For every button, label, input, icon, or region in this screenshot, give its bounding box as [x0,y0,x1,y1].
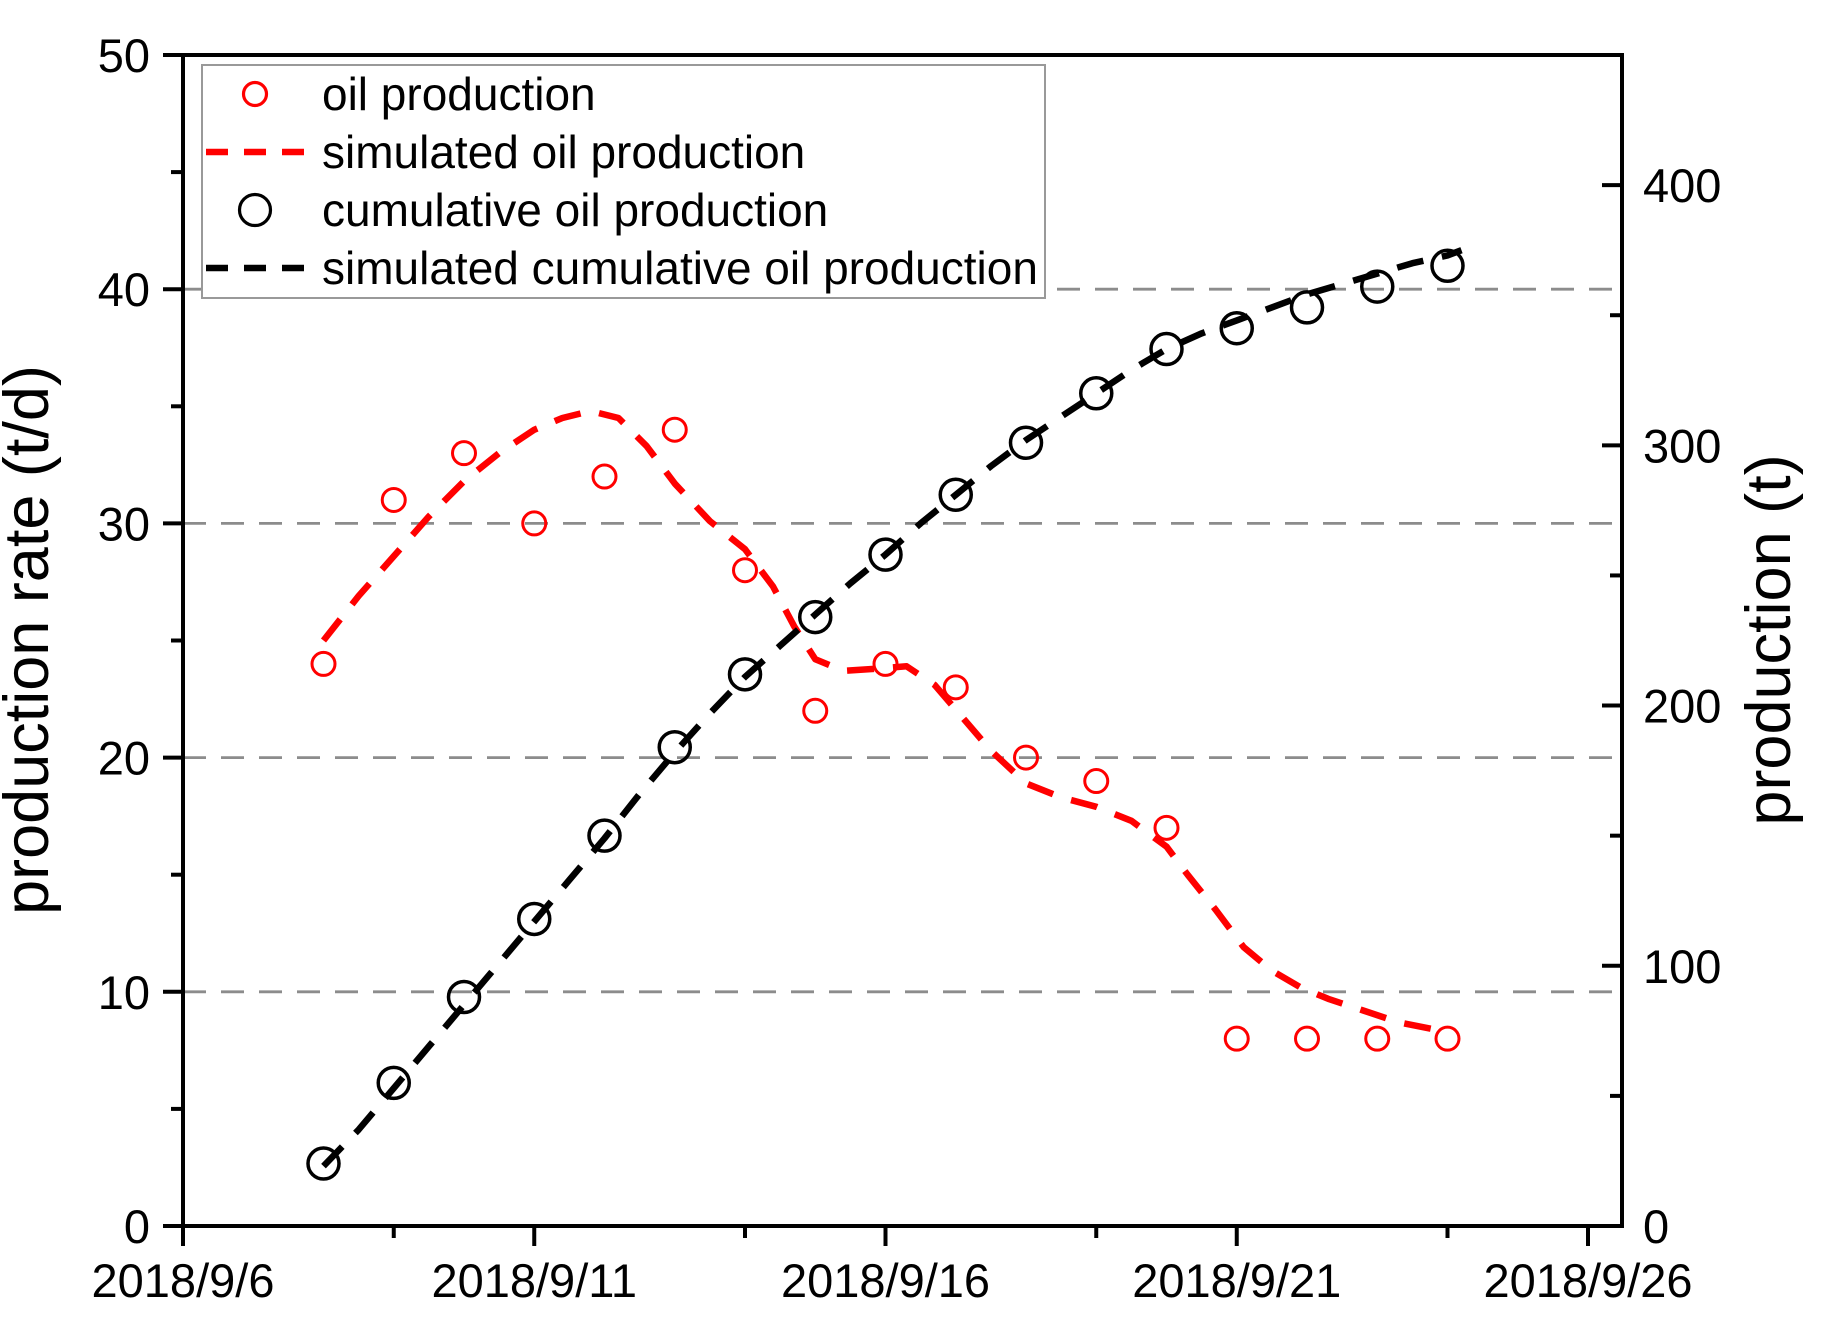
legend-label-simulated-cumulative-oil-production: simulated cumulative oil production [322,242,1038,294]
x-tick-label: 2018/9/16 [781,1254,990,1307]
legend-label-cumulative-oil-production: cumulative oil production [322,184,828,236]
legend: oil production simulated oil production … [201,64,1046,299]
data-point-cumulative-oil-production [938,477,973,513]
data-point-cumulative-oil-production [1219,310,1254,346]
sim-curve-simulated-cumulative-oil-production [321,247,1463,1169]
x-tick-label: 2018/9/21 [1132,1254,1341,1307]
data-point-oil-production [1364,1025,1391,1052]
y-right-tick-label: 200 [1643,680,1721,733]
data-point-oil-production [1153,814,1180,841]
y-left-tick-label: 50 [98,29,150,82]
data-point-cumulative-oil-production [587,818,622,853]
y-left-tick-label: 30 [98,497,150,550]
series-layer [306,247,1465,1181]
data-point-cumulative-oil-production [306,1146,341,1181]
x-tick-label: 2018/9/6 [92,1254,275,1307]
gridlines [183,287,1622,994]
data-point-oil-production [451,440,477,467]
data-point-oil-production [591,463,618,490]
legend-label-simulated-oil-production: simulated oil production [322,126,805,178]
y-right-tick-label: 400 [1643,159,1721,212]
data-point-cumulative-oil-production [517,901,552,937]
data-point-oil-production [1013,744,1039,771]
y-axis-label-left: production rate (t/d) [0,365,62,915]
y-left-tick-label: 0 [124,1200,150,1253]
y-axis-label-right: production (t) [1734,454,1804,825]
data-point-oil-production [661,416,688,443]
data-point-cumulative-oil-production [1289,290,1325,325]
data-point-cumulative-oil-production [657,729,692,765]
legend-box [201,64,1046,299]
data-point-oil-production [310,650,337,677]
data-point-cumulative-oil-production [1430,248,1465,284]
y-right-tick-label: 100 [1643,940,1721,993]
data-point-oil-production [380,486,407,513]
y-right-tick-label: 300 [1643,419,1721,472]
data-point-oil-production [942,674,969,701]
data-point-oil-production [872,650,899,677]
y-left-tick-label: 20 [98,732,150,785]
data-point-oil-production [732,557,758,584]
legend-marker-circle-0 [241,80,269,108]
data-point-oil-production [1294,1025,1320,1052]
data-point-cumulative-oil-production [1079,376,1114,411]
axis-tick-labels: 2018/9/6 2018/9/11 2018/9/16 2018/9/21 2018/… [92,29,1722,1307]
data-point-cumulative-oil-production [1149,331,1184,367]
data-point-oil-production [521,510,548,537]
x-tick-label: 2018/9/11 [431,1254,637,1307]
data-point-cumulative-oil-production [446,979,482,1015]
y-left-tick-label: 10 [98,966,150,1019]
y-right-tick-label: 0 [1643,1200,1669,1253]
legend-label-oil-production: oil production [322,68,596,120]
data-point-oil-production [1223,1025,1250,1052]
data-point-cumulative-oil-production [1008,425,1044,460]
data-point-cumulative-oil-production [868,537,903,572]
data-point-cumulative-oil-production [798,599,833,635]
data-point-oil-production [1083,768,1110,795]
y-left-tick-label: 40 [98,263,150,316]
axis-ticks [163,53,1622,1246]
data-point-cumulative-oil-production [727,657,763,692]
data-point-cumulative-oil-production [376,1065,411,1101]
legend-markers [206,80,304,272]
sim-curve-simulated-oil-production [320,407,1435,1033]
data-point-oil-production [802,697,829,724]
legend-marker-circle-2 [237,192,273,228]
x-tick-label: 2018/9/26 [1483,1254,1692,1307]
data-point-oil-production [1434,1025,1461,1052]
